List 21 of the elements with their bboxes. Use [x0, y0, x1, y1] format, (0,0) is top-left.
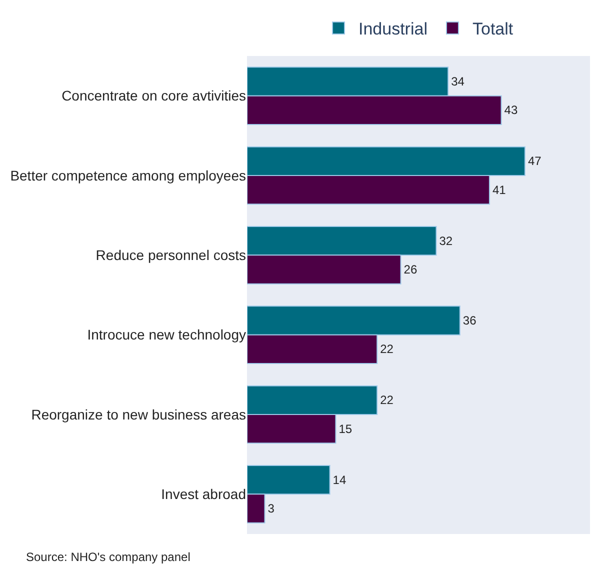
y-tick-label: Invest abroad: [161, 486, 246, 502]
data-label: 22: [380, 342, 394, 356]
data-label: 36: [462, 313, 477, 328]
y-tick-label: Introcuce new technology: [87, 326, 246, 343]
data-label: 14: [332, 472, 346, 487]
data-label: 47: [528, 154, 542, 168]
data-label: 15: [338, 422, 352, 436]
data-label: 26: [404, 262, 418, 277]
y-tick-label: Better competence among employees: [10, 167, 246, 184]
data-label: 34: [451, 74, 465, 88]
y-tick-label: Concentrate on core avtivities: [62, 88, 246, 104]
legend-label: Industrial: [358, 20, 428, 39]
data-label: 22: [380, 393, 394, 408]
data-label: 32: [439, 234, 453, 248]
data-label: 3: [268, 502, 275, 516]
legend-label: Totalt: [472, 20, 514, 39]
data-label: 41: [492, 182, 506, 197]
y-tick-label: Reorganize to new business areas: [31, 406, 246, 422]
data-label: 43: [504, 103, 518, 118]
y-tick-label: Reduce personnel costs: [96, 247, 246, 264]
source-note: Source: NHO's company panel: [26, 550, 190, 564]
